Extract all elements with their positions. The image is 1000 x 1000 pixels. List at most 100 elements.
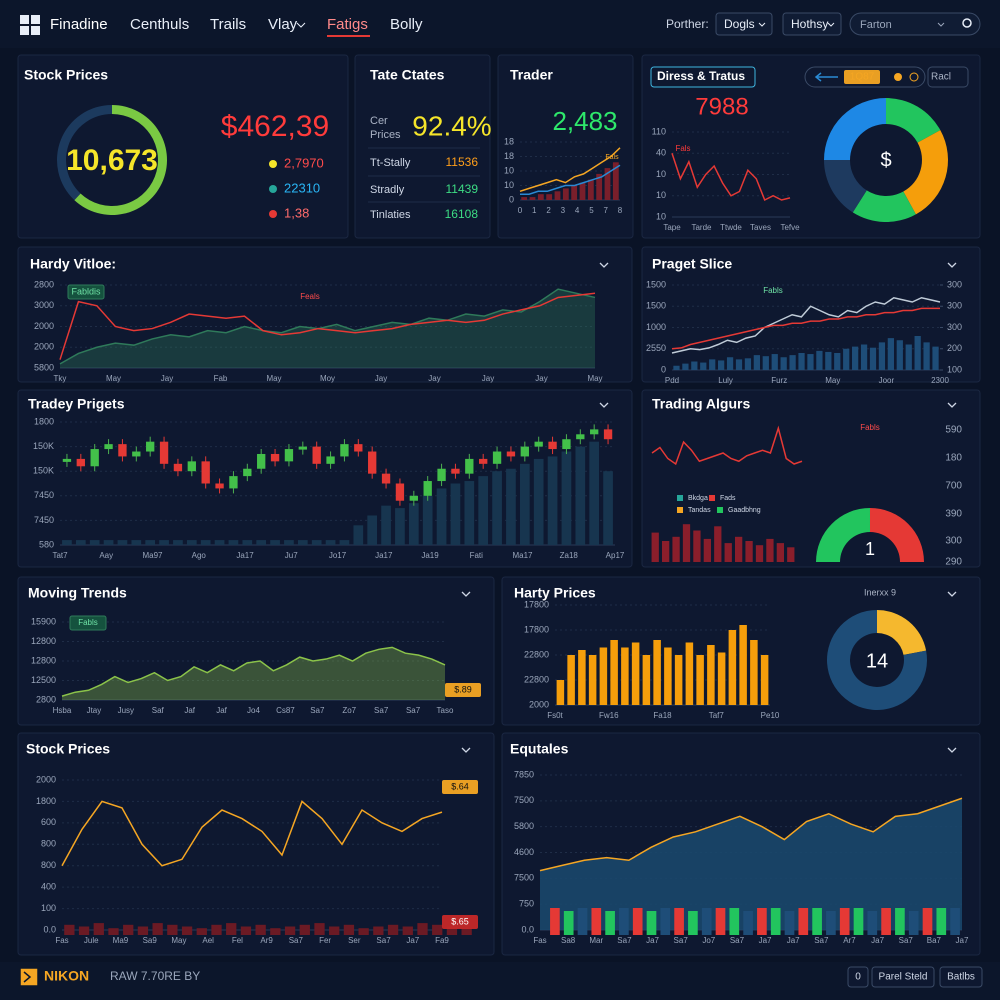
candle — [395, 483, 405, 501]
bar — [619, 908, 629, 935]
badge — [445, 683, 481, 697]
panel-title: Stock Prices — [24, 67, 108, 83]
dropdown-box[interactable] — [782, 12, 842, 36]
x-tick-label: May — [266, 374, 281, 383]
collapse-chevron[interactable] — [599, 262, 609, 268]
panel — [354, 54, 491, 239]
x-tick-label: Tape — [663, 223, 681, 232]
bar — [78, 926, 90, 935]
candle — [492, 451, 502, 464]
bar — [159, 540, 169, 545]
y-tick-label: 600 — [41, 817, 56, 827]
search-box[interactable] — [849, 12, 981, 36]
y-tick-label: 15900 — [31, 616, 56, 626]
bar — [696, 655, 704, 705]
y-tick-label: 1500 — [646, 301, 666, 311]
x-tick-label: Zo7 — [342, 706, 356, 715]
panel — [17, 576, 495, 726]
panel-title: Praget Slice — [652, 256, 732, 272]
panel-text: $462,39 — [221, 110, 329, 143]
dropdown-box[interactable] — [715, 12, 773, 36]
nav-item[interactable]: Vlay — [268, 16, 298, 33]
y-tick-label: 22800 — [524, 649, 549, 659]
bar — [270, 540, 280, 545]
panel-title: Hardy Vitloe: — [30, 256, 116, 272]
collapse-chevron[interactable] — [947, 591, 957, 597]
area-fill — [62, 647, 445, 700]
y-tick-label: 10 — [656, 211, 666, 221]
x-tick-label: Jaf — [184, 706, 195, 715]
panel-text: 390 — [945, 509, 962, 520]
legend-swatch — [677, 495, 683, 501]
footer-button[interactable] — [871, 966, 935, 988]
y-tick-label: 800 — [41, 839, 56, 849]
footer-button-text[interactable]: 0 — [855, 972, 861, 983]
y-tick-label: 110 — [652, 126, 666, 136]
collapse-chevron[interactable] — [599, 402, 609, 408]
collapse-chevron[interactable] — [461, 747, 471, 753]
x-tick-label: Aay — [99, 551, 113, 560]
pie-segment — [74, 105, 168, 216]
dropdown-text[interactable]: Hothsy — [791, 17, 828, 31]
candle — [326, 456, 335, 464]
y-tick-label: 150K — [33, 466, 54, 476]
candle — [159, 441, 169, 464]
bar — [461, 928, 472, 935]
panel-text: Fads — [720, 495, 736, 502]
panel-text: Bkdga — [688, 495, 708, 502]
panel-text: 590 — [945, 425, 962, 436]
search-icon[interactable] — [962, 18, 972, 28]
bar — [563, 911, 574, 935]
dropdown-text[interactable]: Dogls — [724, 17, 755, 31]
panel-text: Fabls — [763, 286, 783, 295]
footer-button[interactable] — [939, 966, 983, 988]
x-tick-label: Ma17 — [512, 551, 533, 560]
collapse-chevron[interactable] — [461, 591, 471, 597]
footer-button-text[interactable]: Batlbs — [947, 972, 975, 983]
collapse-chevron[interactable] — [947, 747, 957, 753]
candle — [368, 451, 377, 474]
collapse-chevron[interactable] — [947, 402, 957, 408]
nav-item[interactable]: Trails — [210, 16, 246, 33]
bar — [621, 647, 629, 705]
bar — [325, 540, 336, 545]
bar — [853, 908, 864, 935]
panel-text: Fabls — [860, 423, 880, 432]
pie-segment — [877, 610, 927, 655]
control-box[interactable] — [927, 66, 969, 88]
nav-item[interactable]: Centhuls — [130, 16, 189, 33]
nav-item[interactable]: Fatigs — [327, 16, 368, 33]
x-tick-label: 8 — [618, 206, 623, 215]
panel-text: 1,38 — [284, 205, 309, 220]
x-tick-label: Sa8 — [561, 936, 576, 945]
bar — [672, 536, 680, 562]
legend-dot — [269, 185, 277, 193]
x-tick-label: Sa7 — [310, 706, 325, 715]
toggle-dot — [894, 73, 902, 81]
bar — [770, 908, 781, 935]
bar — [923, 342, 930, 370]
panel-text: Inerxx 9 — [864, 587, 896, 597]
bar — [932, 346, 939, 370]
footer-button-text[interactable]: Parel Steld — [879, 972, 928, 983]
nav-item[interactable]: Bolly — [390, 16, 423, 33]
collapse-chevron[interactable] — [947, 262, 957, 268]
candle — [354, 444, 363, 452]
y-tick-label: 12500 — [31, 675, 56, 685]
badge — [442, 780, 478, 794]
candle — [201, 461, 210, 484]
bar — [353, 525, 364, 545]
bar — [521, 197, 528, 200]
bar — [256, 540, 267, 545]
candle — [534, 441, 543, 447]
bar — [603, 471, 613, 545]
control-box[interactable] — [804, 66, 926, 88]
bar — [311, 540, 322, 545]
footer-button[interactable] — [847, 966, 869, 988]
y-tick-label: 2000 — [529, 699, 549, 709]
y-tick-label: 4600 — [514, 847, 534, 857]
bar — [734, 536, 743, 562]
search-placeholder[interactable]: Farton — [860, 19, 892, 31]
y-tick-label: 0.0 — [521, 924, 534, 934]
y-tick-label: 0 — [509, 194, 514, 204]
